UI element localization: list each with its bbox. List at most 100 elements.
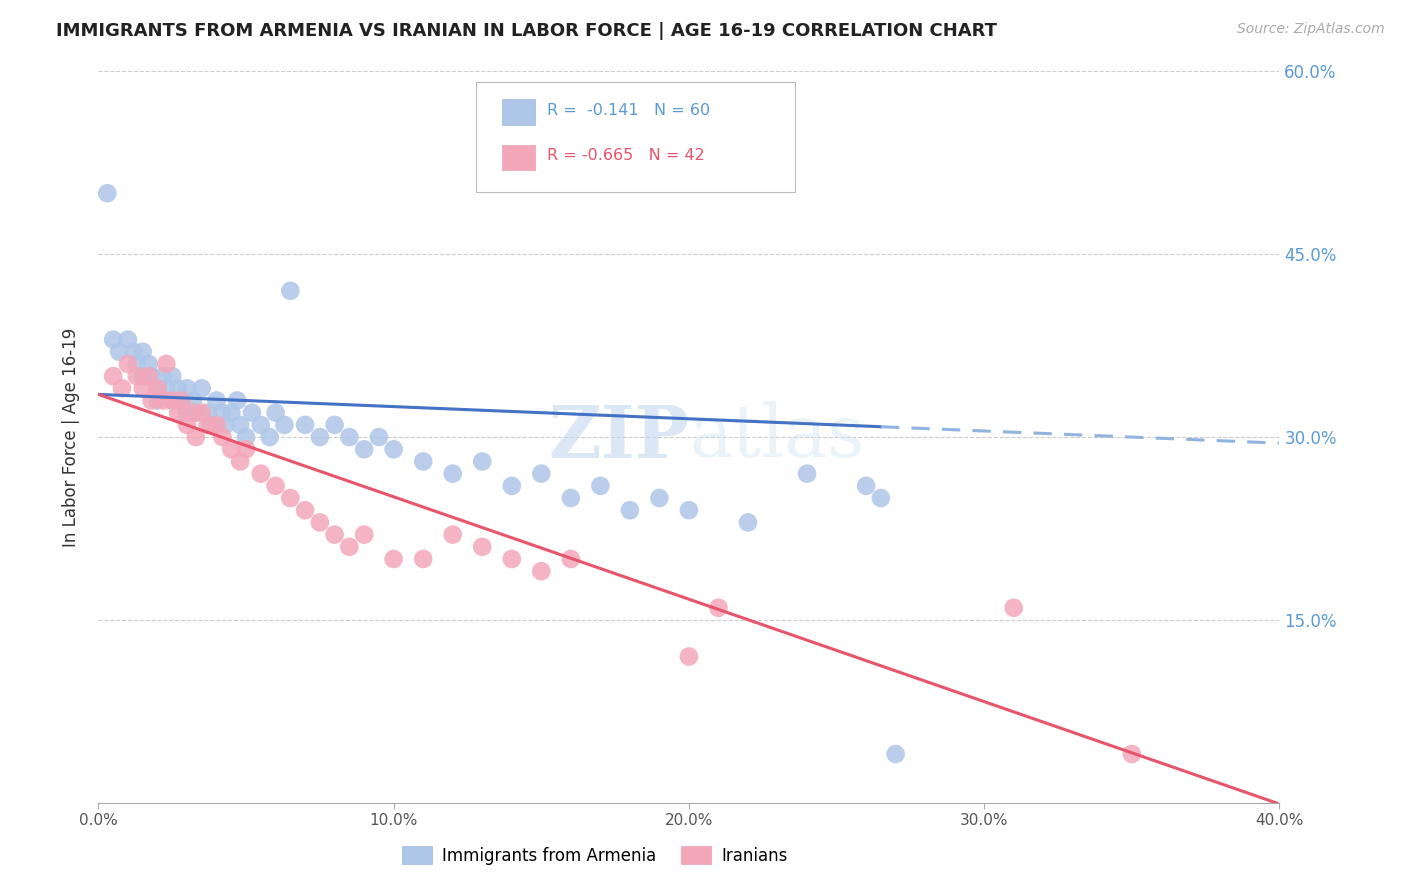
Point xyxy=(884,747,907,761)
Point xyxy=(200,417,222,432)
Point xyxy=(117,357,139,371)
Point xyxy=(353,527,375,541)
Point xyxy=(471,540,494,554)
Point xyxy=(191,406,214,420)
FancyBboxPatch shape xyxy=(477,82,796,192)
Point xyxy=(146,381,169,395)
Point xyxy=(869,491,891,505)
Point xyxy=(103,333,125,347)
Point xyxy=(152,393,174,408)
Text: atlas: atlas xyxy=(689,401,865,473)
Point xyxy=(530,467,553,481)
Point xyxy=(309,516,332,530)
Point xyxy=(530,564,553,578)
Point xyxy=(170,393,193,408)
Point xyxy=(219,442,242,457)
Text: R =  -0.141   N = 60: R = -0.141 N = 60 xyxy=(547,103,710,118)
Point xyxy=(197,406,219,420)
Point xyxy=(707,600,730,615)
Point xyxy=(170,393,193,408)
Point xyxy=(678,649,700,664)
Point xyxy=(181,393,204,408)
Point xyxy=(619,503,641,517)
Point xyxy=(235,430,257,444)
Point xyxy=(1002,600,1025,615)
Point xyxy=(162,393,183,408)
Point xyxy=(191,381,214,395)
Point xyxy=(141,369,163,384)
Point xyxy=(323,417,346,432)
Point xyxy=(132,381,155,395)
Text: Source: ZipAtlas.com: Source: ZipAtlas.com xyxy=(1237,22,1385,37)
Point xyxy=(229,454,252,468)
Y-axis label: In Labor Force | Age 16-19: In Labor Force | Age 16-19 xyxy=(62,327,80,547)
Point xyxy=(181,406,204,420)
Point xyxy=(146,393,169,408)
Point xyxy=(111,381,134,395)
Point xyxy=(176,417,198,432)
Point xyxy=(184,430,207,444)
Point xyxy=(155,381,177,395)
Point xyxy=(441,467,464,481)
Point xyxy=(122,344,145,359)
Point xyxy=(96,186,118,201)
Point xyxy=(132,344,155,359)
Point xyxy=(589,479,612,493)
Point xyxy=(184,406,207,420)
Point xyxy=(471,454,494,468)
Point xyxy=(678,503,700,517)
Point xyxy=(501,552,523,566)
Point xyxy=(211,406,233,420)
Point xyxy=(211,430,233,444)
Point xyxy=(167,381,190,395)
Point xyxy=(138,369,160,384)
Point xyxy=(273,417,295,432)
Point xyxy=(309,430,332,444)
Point xyxy=(441,527,464,541)
Point xyxy=(278,491,302,505)
Point xyxy=(294,503,316,517)
Point xyxy=(382,442,405,457)
Point xyxy=(219,406,242,420)
Point xyxy=(138,357,160,371)
Point xyxy=(278,284,302,298)
Point xyxy=(294,417,316,432)
Point xyxy=(382,552,405,566)
Legend: Immigrants from Armenia, Iranians: Immigrants from Armenia, Iranians xyxy=(395,839,794,871)
Point xyxy=(197,417,219,432)
Point xyxy=(259,430,281,444)
Point xyxy=(323,527,346,541)
Point xyxy=(214,417,236,432)
Point xyxy=(353,442,375,457)
Point xyxy=(796,467,818,481)
Point xyxy=(141,393,163,408)
Point xyxy=(229,417,252,432)
Point xyxy=(250,417,273,432)
Point xyxy=(412,454,434,468)
Point xyxy=(162,393,183,408)
Point xyxy=(155,357,177,371)
Point xyxy=(205,393,228,408)
Point xyxy=(125,369,148,384)
Point xyxy=(737,516,759,530)
Point xyxy=(235,442,257,457)
FancyBboxPatch shape xyxy=(502,99,536,125)
Point xyxy=(560,491,582,505)
Point xyxy=(648,491,671,505)
Point xyxy=(146,381,169,395)
Point xyxy=(264,479,287,493)
Point xyxy=(1121,747,1143,761)
FancyBboxPatch shape xyxy=(502,145,536,170)
Point xyxy=(240,406,263,420)
Point xyxy=(855,479,877,493)
Text: IMMIGRANTS FROM ARMENIA VS IRANIAN IN LABOR FORCE | AGE 16-19 CORRELATION CHART: IMMIGRANTS FROM ARMENIA VS IRANIAN IN LA… xyxy=(56,22,997,40)
Point xyxy=(162,369,183,384)
Point xyxy=(152,369,174,384)
Point xyxy=(167,406,190,420)
Point xyxy=(412,552,434,566)
Point xyxy=(250,467,273,481)
Point xyxy=(125,357,148,371)
Point xyxy=(103,369,125,384)
Text: R = -0.665   N = 42: R = -0.665 N = 42 xyxy=(547,148,704,163)
Point xyxy=(205,417,228,432)
